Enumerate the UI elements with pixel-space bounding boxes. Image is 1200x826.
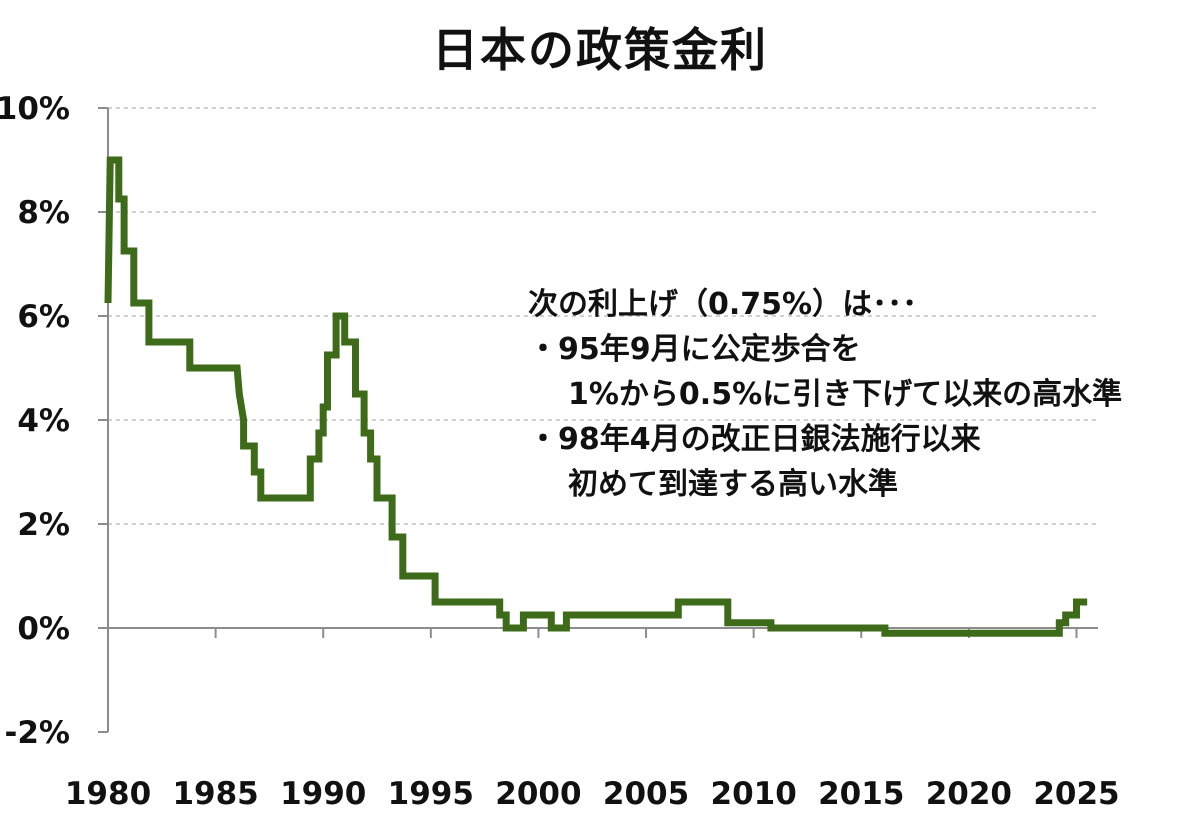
y-tick-label: -2%: [5, 715, 71, 751]
annotation-item-4: 初めて到達する高い水準: [568, 467, 898, 502]
x-tick-label: 2005: [603, 776, 689, 812]
y-tick-label: 2%: [17, 507, 70, 543]
y-tick-label: 8%: [17, 195, 70, 231]
y-tick-label: 4%: [17, 403, 70, 439]
annotation-heading: 次の利上げ（0.75%）は･･･: [528, 287, 918, 322]
annotation-item-1: ・95年9月に公定歩合を: [528, 332, 861, 367]
x-tick-label: 2025: [1033, 776, 1119, 812]
x-tick-label: 1985: [172, 776, 258, 812]
x-tick-label: 2015: [818, 776, 904, 812]
x-tick-label: 1990: [280, 776, 366, 812]
y-tick-label: 0%: [17, 611, 70, 647]
y-tick-labels: -2% 0% 2% 4% 6% 8% 10%: [0, 91, 70, 751]
x-tick-label: 2010: [711, 776, 797, 812]
y-tick-label: 6%: [17, 299, 70, 335]
x-tick-labels: 1980 1985 1990 1995 2000 2005 2010 2015 2020 2025: [65, 776, 1120, 812]
series-line: [104, 156, 1088, 637]
y-tick-label: 10%: [0, 91, 70, 127]
x-tick-label: 1980: [65, 776, 151, 812]
annotation-item-3: ・98年4月の改正日銀法施行以来: [528, 422, 981, 457]
chart-title: 日本の政策金利: [432, 23, 768, 77]
axes: [98, 107, 1098, 733]
x-tick-label: 2000: [495, 776, 581, 812]
series-lines: [104, 156, 1088, 637]
annotation-box: 次の利上げ（0.75%）は･･･ ・95年9月に公定歩合を 1%から0.5%に引…: [528, 282, 1122, 507]
x-tick-label: 1995: [388, 776, 474, 812]
x-tick-label: 2020: [926, 776, 1012, 812]
grid-lines: [108, 107, 1098, 525]
annotation-item-2: 1%から0.5%に引き下げて以来の高水準: [568, 377, 1123, 412]
